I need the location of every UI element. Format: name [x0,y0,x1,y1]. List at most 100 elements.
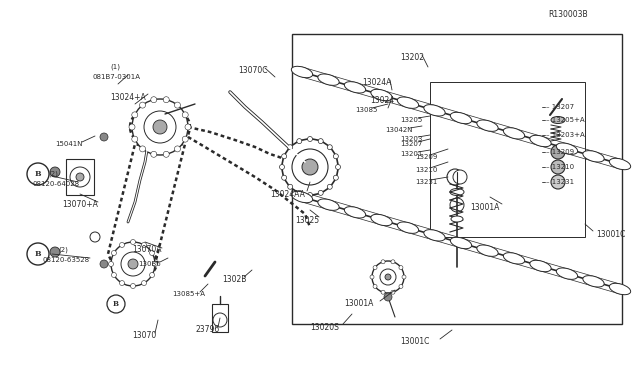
Ellipse shape [318,199,339,210]
Circle shape [551,145,565,159]
Ellipse shape [503,128,525,139]
Circle shape [100,133,108,141]
Text: 13085+A: 13085+A [172,291,205,297]
Ellipse shape [344,81,365,93]
Text: 13001A: 13001A [470,202,499,212]
Circle shape [90,232,100,242]
Text: 13070: 13070 [132,331,156,340]
Circle shape [76,173,84,181]
Circle shape [131,283,136,289]
Circle shape [182,112,188,118]
Ellipse shape [451,216,463,222]
Ellipse shape [530,260,551,272]
Text: 13001C: 13001C [400,337,429,346]
Circle shape [150,250,154,256]
Circle shape [385,274,391,280]
Circle shape [381,260,385,264]
Bar [292,34,622,324]
Text: (1): (1) [110,64,120,70]
Circle shape [282,175,287,180]
Ellipse shape [556,268,578,279]
Text: 13085: 13085 [355,107,378,113]
Circle shape [151,97,157,103]
Circle shape [373,285,377,288]
Circle shape [297,139,302,144]
Text: 081B7-0301A: 081B7-0301A [92,74,140,80]
Circle shape [132,99,188,155]
Text: 1302B: 1302B [222,276,246,285]
Circle shape [302,159,318,175]
Text: B: B [35,170,41,178]
Text: 13001A: 13001A [344,299,373,308]
Ellipse shape [551,116,565,124]
Circle shape [111,250,116,256]
Circle shape [132,136,138,142]
Ellipse shape [530,135,551,147]
Text: 13042N: 13042N [385,127,413,133]
Circle shape [109,262,113,266]
Circle shape [318,190,323,195]
Text: 08120-63528: 08120-63528 [42,257,89,263]
Ellipse shape [371,89,392,101]
Text: – 13209: – 13209 [546,149,574,155]
Circle shape [141,243,147,247]
Circle shape [182,136,188,142]
Circle shape [370,275,374,279]
Text: 13020S: 13020S [310,323,339,331]
Ellipse shape [583,276,604,287]
Text: 13202: 13202 [400,52,424,61]
Circle shape [333,175,339,180]
Circle shape [100,260,108,268]
Text: 13210: 13210 [415,167,437,173]
Circle shape [551,160,565,174]
Ellipse shape [371,214,392,226]
Circle shape [399,285,403,288]
Text: (2): (2) [48,171,58,177]
Ellipse shape [477,120,498,131]
Circle shape [213,313,227,327]
Bar [66,159,94,195]
Circle shape [50,167,60,177]
Circle shape [297,190,302,195]
Circle shape [280,164,285,170]
Circle shape [132,112,138,118]
Ellipse shape [451,112,472,124]
Circle shape [333,154,339,159]
Circle shape [152,262,157,266]
Text: 13024AA: 13024AA [270,189,305,199]
Text: 130B6: 130B6 [138,261,161,267]
Circle shape [327,184,332,189]
Ellipse shape [451,237,472,249]
Circle shape [129,124,135,130]
Text: 13024A: 13024A [362,77,392,87]
Circle shape [140,102,145,108]
Ellipse shape [344,206,365,218]
Circle shape [50,247,60,257]
Text: – 13231: – 13231 [546,179,574,185]
Bar [212,304,228,332]
Text: 13070+A: 13070+A [62,199,98,208]
Circle shape [140,146,145,152]
Circle shape [175,102,180,108]
Circle shape [372,261,404,293]
Circle shape [111,242,155,286]
Text: 15041N: 15041N [55,141,83,147]
Ellipse shape [291,66,313,78]
Ellipse shape [424,105,445,116]
Circle shape [335,164,340,170]
Text: B: B [113,300,119,308]
Circle shape [318,139,323,144]
Text: 23796: 23796 [196,326,220,334]
Circle shape [131,240,136,244]
Text: 13231: 13231 [415,179,437,185]
Ellipse shape [609,283,630,295]
Ellipse shape [503,253,525,264]
Circle shape [27,243,49,265]
Circle shape [151,151,157,157]
Circle shape [141,280,147,286]
Ellipse shape [318,74,339,85]
Ellipse shape [609,158,630,170]
Circle shape [185,124,191,130]
Ellipse shape [477,245,498,256]
Circle shape [391,290,395,294]
